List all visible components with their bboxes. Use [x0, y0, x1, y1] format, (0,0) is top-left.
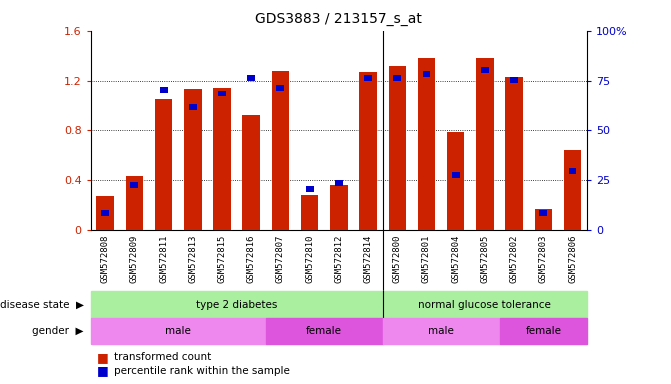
- Bar: [335, 180, 343, 186]
- Text: transformed count: transformed count: [114, 352, 211, 362]
- Title: GDS3883 / 213157_s_at: GDS3883 / 213157_s_at: [256, 12, 422, 25]
- Text: GSM572814: GSM572814: [364, 235, 372, 283]
- Bar: [330, 185, 348, 230]
- Bar: [160, 86, 168, 93]
- Bar: [272, 71, 289, 230]
- Bar: [306, 186, 313, 192]
- Text: percentile rank within the sample: percentile rank within the sample: [114, 366, 290, 376]
- Bar: [568, 168, 576, 174]
- Text: GSM572808: GSM572808: [101, 235, 109, 283]
- Text: GSM572809: GSM572809: [130, 235, 139, 283]
- Bar: [364, 74, 372, 81]
- Bar: [130, 182, 138, 188]
- Bar: [476, 58, 494, 230]
- Text: GSM572801: GSM572801: [422, 235, 431, 283]
- Text: female: female: [306, 326, 342, 336]
- Text: male: male: [165, 326, 191, 336]
- Text: male: male: [428, 326, 454, 336]
- Bar: [155, 99, 172, 230]
- Bar: [91, 318, 266, 344]
- Text: GSM572804: GSM572804: [451, 235, 460, 283]
- Text: GSM572800: GSM572800: [393, 235, 402, 283]
- Bar: [213, 88, 231, 230]
- Text: GSM572811: GSM572811: [159, 235, 168, 283]
- Bar: [389, 66, 406, 230]
- Bar: [499, 318, 587, 344]
- Bar: [447, 132, 464, 230]
- Text: female: female: [525, 326, 562, 336]
- Text: GSM572806: GSM572806: [568, 235, 577, 283]
- Bar: [276, 84, 285, 91]
- Bar: [382, 291, 587, 318]
- Bar: [505, 77, 523, 230]
- Text: type 2 diabetes: type 2 diabetes: [196, 300, 277, 310]
- Bar: [510, 76, 518, 83]
- Bar: [248, 74, 255, 81]
- Bar: [423, 71, 430, 76]
- Bar: [189, 104, 197, 111]
- Bar: [535, 209, 552, 230]
- Bar: [382, 318, 499, 344]
- Bar: [481, 66, 489, 73]
- Bar: [242, 116, 260, 230]
- Bar: [101, 210, 109, 216]
- Bar: [91, 291, 382, 318]
- Bar: [564, 150, 581, 230]
- Text: GSM572812: GSM572812: [334, 235, 344, 283]
- Text: gender  ▶: gender ▶: [32, 326, 84, 336]
- Text: GSM572802: GSM572802: [509, 235, 519, 283]
- Text: GSM572810: GSM572810: [305, 235, 314, 283]
- Bar: [539, 210, 548, 216]
- Text: GSM572803: GSM572803: [539, 235, 548, 283]
- Bar: [452, 172, 460, 178]
- Text: normal glucose tolerance: normal glucose tolerance: [419, 300, 552, 310]
- Text: ■: ■: [97, 364, 109, 377]
- Bar: [266, 318, 382, 344]
- Bar: [301, 195, 319, 230]
- Bar: [97, 196, 114, 230]
- Text: GSM572815: GSM572815: [217, 235, 227, 283]
- Bar: [359, 72, 377, 230]
- Bar: [418, 58, 435, 230]
- Text: GSM572805: GSM572805: [480, 235, 489, 283]
- Text: GSM572816: GSM572816: [247, 235, 256, 283]
- Bar: [393, 74, 401, 81]
- Bar: [125, 177, 143, 230]
- Bar: [184, 89, 201, 230]
- Text: GSM572807: GSM572807: [276, 235, 285, 283]
- Text: GSM572813: GSM572813: [189, 235, 197, 283]
- Text: disease state  ▶: disease state ▶: [0, 300, 84, 310]
- Text: ■: ■: [97, 351, 109, 364]
- Bar: [218, 91, 226, 96]
